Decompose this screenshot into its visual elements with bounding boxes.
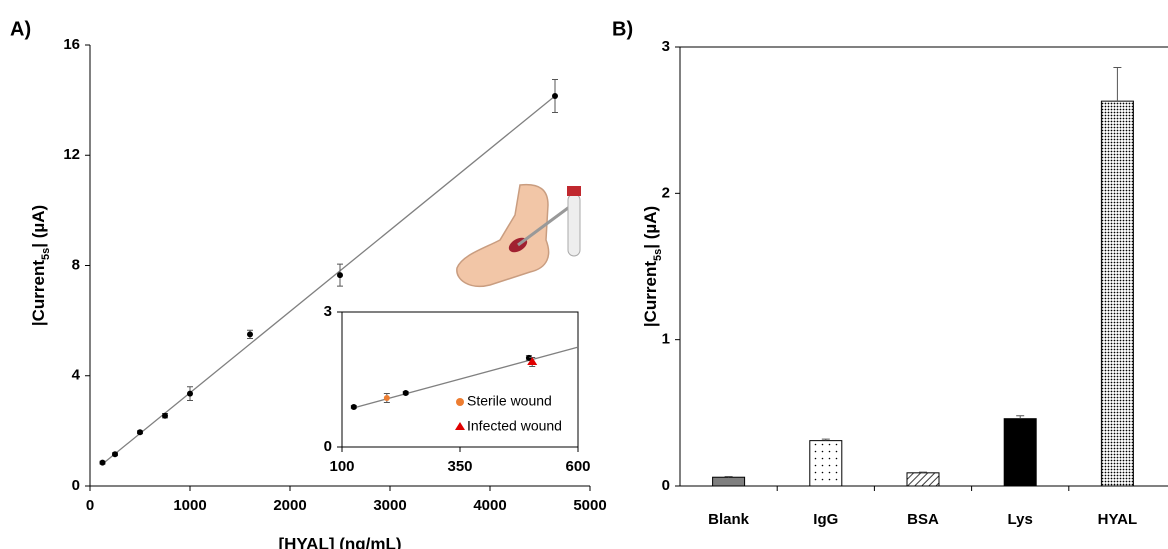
data-point (402, 390, 409, 396)
legend-label: Sterile wound (467, 393, 552, 409)
data-point (525, 354, 532, 361)
x-tick-label: 4000 (473, 497, 506, 514)
y-tick-label: 4 (72, 367, 81, 384)
bar (906, 472, 940, 487)
trendline (102, 95, 556, 465)
legend-marker (455, 422, 465, 430)
y-tick-label: 12 (63, 146, 80, 163)
data-point (112, 451, 118, 458)
error-bar (1016, 415, 1025, 419)
y-axis-label-part: 5s (652, 249, 664, 261)
panel-label: A) (10, 18, 31, 40)
error-bar (821, 438, 830, 441)
data-point (552, 92, 558, 99)
data-point (383, 394, 390, 401)
y-axis-label: |Current5s| (µA) (641, 206, 663, 327)
bar (1003, 418, 1037, 487)
y-axis-label-part: |Current (29, 260, 48, 326)
x-tick-label: 2000 (273, 497, 306, 514)
y-axis-label-part: | (µA) (29, 205, 48, 248)
x-tick-label: 100 (329, 458, 354, 475)
error-bar (724, 475, 733, 478)
y-axis-label: |Current5s| (µA) (29, 205, 51, 326)
data-point (99, 459, 106, 466)
data-point (187, 390, 193, 397)
legend-label: Infected wound (467, 418, 562, 434)
y-tick-label: 0 (72, 477, 80, 494)
data-point (137, 429, 143, 436)
bar (1100, 100, 1134, 487)
data-point (162, 412, 168, 419)
x-tick-label: 600 (565, 458, 590, 475)
x-tick-label: BSA (907, 511, 939, 528)
legend-marker (456, 398, 464, 406)
x-axis-label: [HYAL] (ng/mL) (278, 534, 401, 549)
data-point (337, 272, 343, 279)
x-tick-label: 0 (86, 497, 94, 514)
y-tick-label: 2 (662, 184, 670, 201)
x-tick-label: 5000 (573, 497, 606, 514)
y-axis-label-part: | (µA) (641, 206, 660, 249)
y-tick-label: 0 (662, 477, 670, 494)
x-tick-label: 1000 (173, 497, 206, 514)
y-tick-label: 8 (72, 256, 80, 273)
x-tick-label: IgG (813, 511, 838, 528)
error-bar (1113, 66, 1122, 102)
x-tick-label: HYAL (1098, 511, 1137, 528)
y-axis-label-part: 5s (40, 248, 52, 260)
data-point (527, 356, 538, 365)
y-tick-label: 3 (324, 303, 332, 320)
x-tick-label: Lys (1008, 511, 1033, 528)
x-tick-label: 350 (447, 458, 472, 475)
y-axis-label-part: |Current (641, 261, 660, 327)
y-tick-label: 3 (662, 38, 670, 55)
trendline (353, 346, 579, 409)
y-tick-label: 16 (63, 36, 80, 53)
data-point (350, 403, 357, 410)
y-tick-label: 1 (662, 331, 670, 348)
panel-label: B) (612, 18, 633, 40)
x-tick-label: Blank (708, 511, 750, 528)
x-tick-label: 3000 (373, 497, 406, 514)
error-bar (919, 471, 927, 473)
data-point (247, 331, 253, 338)
y-tick-label: 0 (324, 438, 332, 455)
foot-illustration (456, 183, 581, 287)
bar (712, 476, 746, 487)
bar (809, 440, 843, 487)
